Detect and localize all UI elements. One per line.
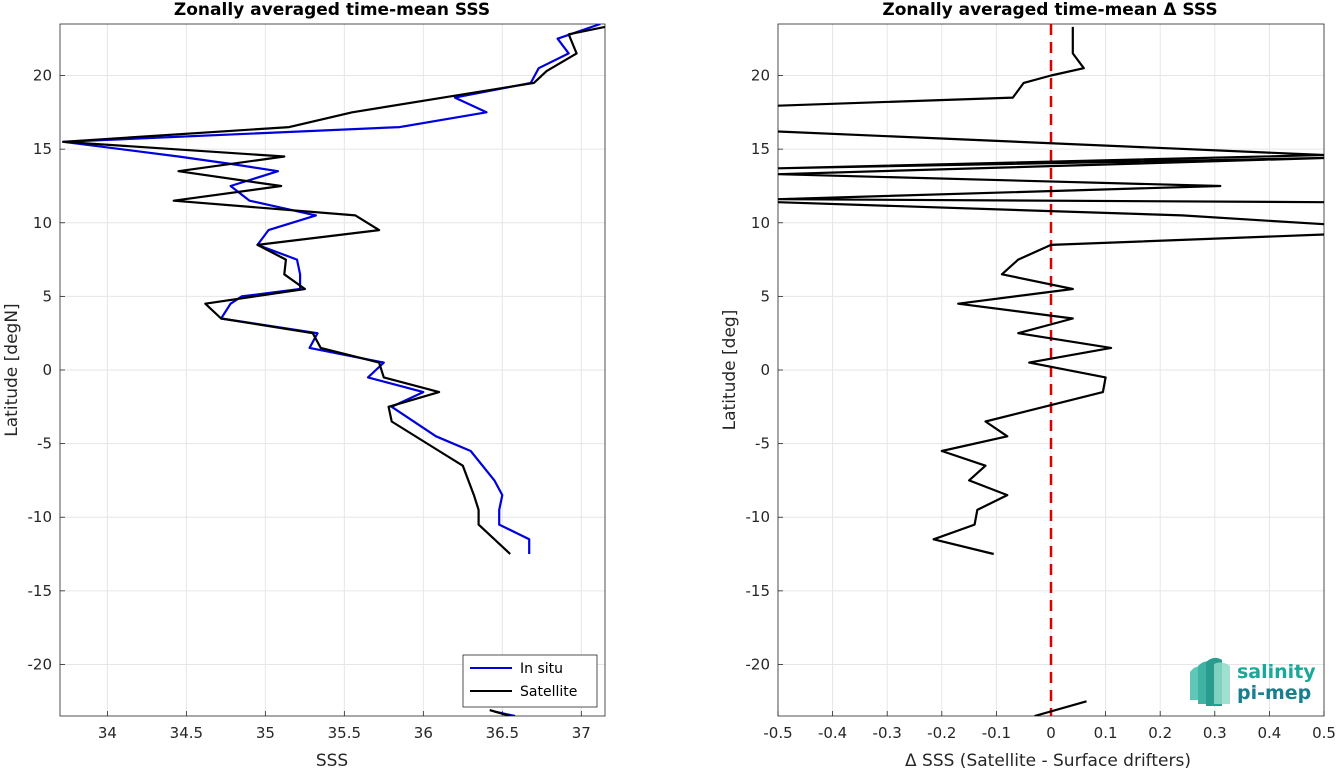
sss-title: Zonally averaged time-mean SSS xyxy=(174,0,490,20)
delta-xtick-label: 0.4 xyxy=(1257,724,1281,742)
sss-xtick-label: 37 xyxy=(572,724,591,742)
legend-label-satellite: Satellite xyxy=(520,684,577,700)
delta-xtick-label: -0.2 xyxy=(927,724,956,742)
legend: In situ Satellite xyxy=(462,654,598,708)
delta-xlabel: Δ SSS (Satellite - Surface drifters) xyxy=(905,751,1191,769)
sss-panel: 34 34.5 35 35.5 36 36.5 3720151050-5-10-15-20 … xyxy=(2,0,606,769)
sss-grid xyxy=(60,24,605,716)
sss-xtick-label: 35.5 xyxy=(328,724,361,742)
delta-title: Zonally averaged time-mean Δ SSS xyxy=(882,0,1217,20)
sss-xtick-label: 35 xyxy=(256,724,275,742)
delta-ytick-label: -10 xyxy=(746,508,771,526)
delta-xtick-label: 0.1 xyxy=(1094,724,1118,742)
sss-ytick-label: -15 xyxy=(28,582,53,600)
delta-ytick-label: 10 xyxy=(751,214,770,232)
sss-series xyxy=(62,24,605,716)
delta-ylabel: Latitude [deg] xyxy=(720,310,740,431)
legend-label-in-situ: In situ xyxy=(520,661,563,677)
delta-sss-panel: -0.5 -0.4 -0.3 -0.2 -0.1 0 0.1 0.2 0.3 0.4 0.5 20 15… xyxy=(720,0,1336,769)
salinity-pi-mep-logo: salinity pi-mep xyxy=(1190,657,1316,706)
delta-xtick-label: 0.2 xyxy=(1148,724,1172,742)
delta-xtick-label: -0.5 xyxy=(763,724,792,742)
sss-ytick-label: -10 xyxy=(28,508,53,526)
sss-xtick-label: 34 xyxy=(98,724,117,742)
sss-xlabel: SSS xyxy=(316,751,348,769)
delta-ytick-label: -20 xyxy=(746,655,771,673)
sss-series-line-0 xyxy=(62,24,601,554)
logo-text-salinity: salinity xyxy=(1237,661,1316,683)
delta-ytick-label: 15 xyxy=(751,140,770,158)
sss-xtick-label: 36.5 xyxy=(486,724,519,742)
logo-text-pimep: pi-mep xyxy=(1237,682,1311,704)
sss-ytick-label: -20 xyxy=(28,655,53,673)
sss-xtick-label: 36 xyxy=(414,724,433,742)
sss-series-line-1 xyxy=(62,25,605,555)
sss-xtick-label: 34.5 xyxy=(170,724,203,742)
sss-ytick-label: -5 xyxy=(37,435,52,453)
delta-series xyxy=(778,24,1324,716)
sss-series-line-3 xyxy=(489,709,511,716)
delta-xtick-label: 0 xyxy=(1046,724,1056,742)
logo-wave-4 xyxy=(1214,662,1230,704)
delta-ytick-label: 20 xyxy=(751,67,770,85)
delta-series-line-0 xyxy=(778,26,1324,716)
delta-ytick-label: -5 xyxy=(755,435,770,453)
delta-ticks: -0.5 -0.4 -0.3 -0.2 -0.1 0 0.1 0.2 0.3 0.4 0.5 20 15… xyxy=(746,67,1336,742)
sss-ytick-label: 20 xyxy=(33,67,52,85)
delta-xtick-label: -0.3 xyxy=(873,724,902,742)
delta-xtick-label: -0.1 xyxy=(982,724,1011,742)
sss-ytick-label: 15 xyxy=(33,140,52,158)
delta-xtick-label: 0.5 xyxy=(1312,724,1336,742)
delta-ytick-label: -15 xyxy=(746,582,771,600)
delta-xtick-label: -0.4 xyxy=(818,724,847,742)
sss-ytick-label: 5 xyxy=(42,287,52,305)
delta-xtick-label: 0.3 xyxy=(1203,724,1227,742)
sss-ytick-label: 10 xyxy=(33,214,52,232)
legend-box xyxy=(462,654,598,708)
delta-ytick-label: 0 xyxy=(760,361,770,379)
sss-ylabel: Latitude [degN] xyxy=(2,303,22,436)
sss-ticks: 34 34.5 35 35.5 36 36.5 37 20 15 10 5 0 -5 -10 -15 -20 xyxy=(28,67,591,742)
sss-ytick-label: 0 xyxy=(42,361,52,379)
delta-ytick-label: 5 xyxy=(760,287,770,305)
